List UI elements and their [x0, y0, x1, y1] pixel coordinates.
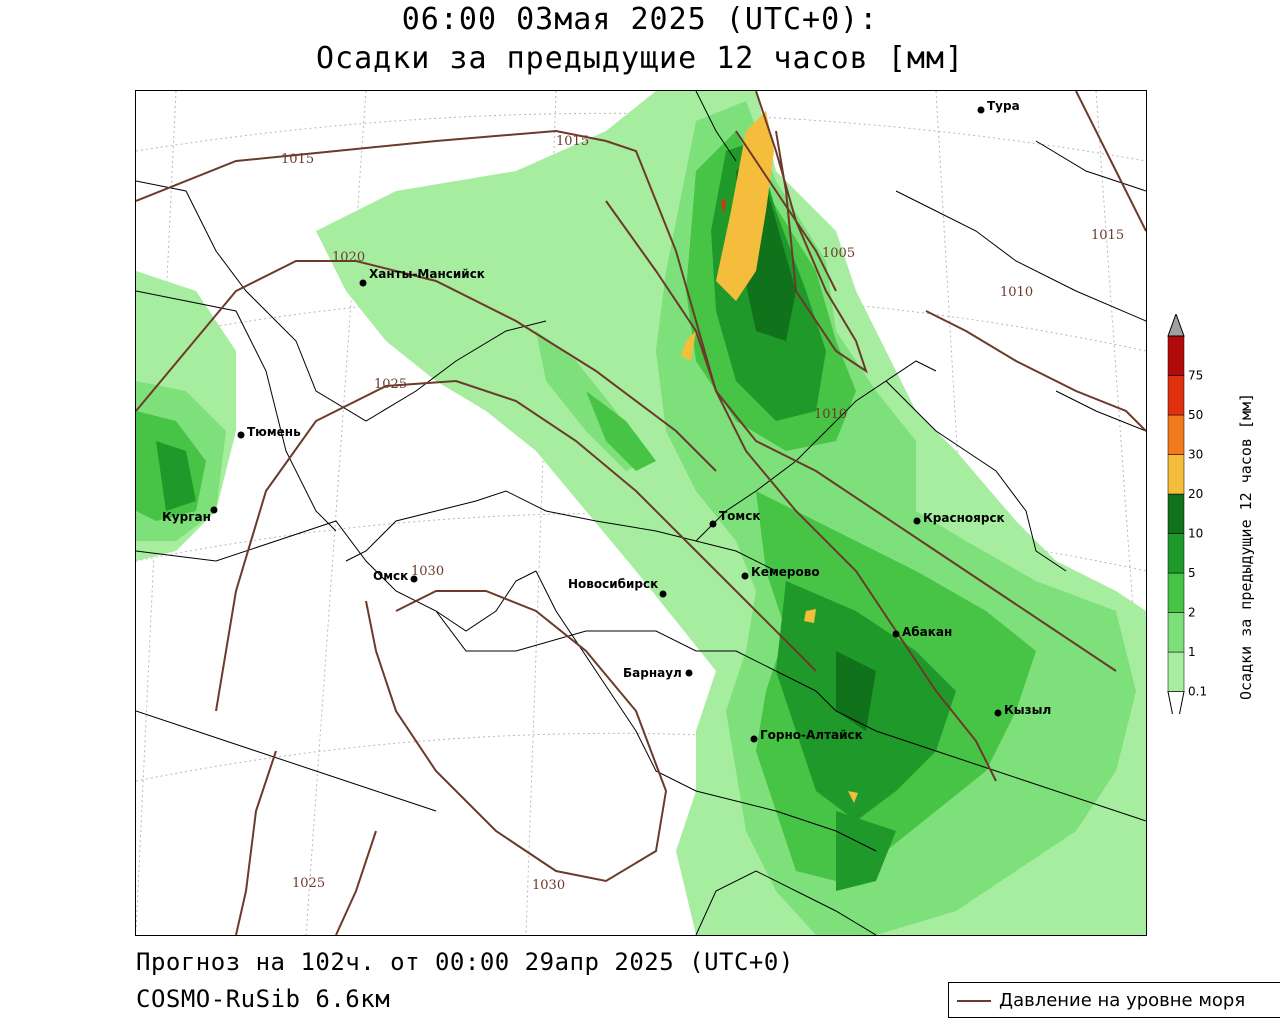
- colorbar-ticks: 0.1 1 2 5 10 20 30 50 75: [1188, 369, 1207, 699]
- cities: Тура Ханты-Мансийск Тюмень Курган Омск Н…: [162, 99, 1051, 743]
- city-kurgan: Курган: [162, 506, 218, 524]
- city-label: Ханты-Мансийск: [369, 267, 485, 281]
- isobar-label: 1005: [822, 246, 855, 261]
- city-khanty-mansiysk: Ханты-Мансийск: [359, 267, 485, 287]
- colorbar-tick-label: 75: [1188, 369, 1203, 383]
- colorbar-min-triangle: [1167, 691, 1185, 732]
- city-label: Кызыл: [1004, 703, 1051, 717]
- isobar-label: 1030: [411, 564, 444, 579]
- pressure-legend: Давление на уровне моря: [948, 982, 1280, 1018]
- city-label: Омск: [373, 569, 408, 583]
- precipitation-map: 1015 1015 1020 1025 1005 1010 1010 1015 …: [135, 90, 1147, 936]
- colorbar-tick-label: 50: [1188, 408, 1203, 422]
- isobar-label: 1010: [1000, 285, 1033, 300]
- city-tomsk: Томск: [709, 509, 761, 528]
- city-label: Новосибирск: [568, 577, 658, 591]
- colorbar-box: [1167, 572, 1185, 613]
- isobar-labels: 1015 1015 1020 1025 1005 1010 1010 1015 …: [281, 134, 1124, 893]
- colorbar-box: [1167, 375, 1185, 416]
- colorbar-tick-label: 20: [1188, 487, 1203, 501]
- colorbar-tick-label: 30: [1188, 448, 1203, 462]
- colorbar-box: [1167, 612, 1185, 653]
- colorbar-title: Осадки за предыдущие 12 часов [мм]: [1237, 393, 1255, 700]
- city-abakan: Абакан: [892, 625, 952, 639]
- isobar-label: 1015: [1091, 228, 1124, 243]
- colorbar-tick-label: 1: [1188, 645, 1196, 659]
- isobar-label: 1015: [556, 134, 589, 149]
- city-label: Красноярск: [923, 511, 1005, 525]
- city-barnaul: Барнаул: [623, 666, 693, 680]
- isobar-label: 1020: [332, 250, 365, 265]
- city-label: Барнаул: [623, 666, 682, 680]
- isobar-label: 1025: [374, 377, 407, 392]
- region-borders: [136, 91, 1146, 935]
- colorbar-box: [1167, 533, 1185, 574]
- isobar-label: 1015: [281, 152, 314, 167]
- colorbar-box: [1167, 454, 1185, 495]
- legend-label: Давление на уровне моря: [999, 990, 1246, 1011]
- city-tura: Тура: [977, 99, 1020, 114]
- city-novosibirsk: Новосибирск: [568, 577, 667, 598]
- precipitation-colorbar: 0.1 1 2 5 10 20 30 50 75: [1164, 312, 1280, 732]
- isobar-line-swatch: [957, 1000, 991, 1002]
- model-info: COSMO-RuSib 6.6км: [136, 985, 391, 1013]
- colorbar-tick-label: 5: [1188, 566, 1196, 580]
- isobar-label: 1025: [292, 876, 325, 891]
- colorbar-boxes: [1167, 312, 1185, 732]
- colorbar-box: [1167, 335, 1185, 376]
- map-title: 06:00 03мая 2025 (UTC+0):: [401, 2, 879, 37]
- city-label: Курган: [162, 510, 211, 524]
- precipitation-areas: [136, 91, 1146, 935]
- colorbar-box: [1167, 414, 1185, 455]
- city-label: Тюмень: [247, 425, 301, 439]
- map-subtitle: Осадки за предыдущие 12 часов [мм]: [315, 41, 965, 76]
- city-label: Горно-Алтайск: [760, 728, 863, 742]
- colorbar-box: [1167, 493, 1185, 534]
- colorbar-box: [1167, 651, 1185, 692]
- city-label: Томск: [719, 509, 761, 523]
- city-kyzyl: Кызыл: [994, 703, 1051, 717]
- colorbar-title-wrapper: Осадки за предыдущие 12 часов [мм]: [1233, 326, 1259, 706]
- colorbar-max-triangle: [1167, 312, 1185, 337]
- city-label: Тура: [987, 99, 1020, 113]
- city-gorno-altaysk: Горно-Алтайск: [750, 728, 863, 743]
- colorbar-tick-label: 0.1: [1188, 685, 1207, 699]
- isobars: [136, 91, 1146, 935]
- city-label: Кемерово: [751, 565, 820, 579]
- city-omsk: Омск: [373, 569, 418, 583]
- forecast-info: Прогноз на 102ч. от 00:00 29апр 2025 (UT…: [136, 948, 794, 976]
- city-kemerovo: Кемерово: [741, 565, 820, 580]
- colorbar-tick-label: 10: [1188, 527, 1203, 541]
- city-label: Абакан: [902, 625, 952, 639]
- isobar-label: 1010: [814, 407, 847, 422]
- city-krasnoyarsk: Красноярск: [913, 511, 1005, 525]
- city-tyumen: Тюмень: [237, 425, 301, 439]
- colorbar-tick-label: 2: [1188, 606, 1196, 620]
- isobar-label: 1030: [532, 878, 565, 893]
